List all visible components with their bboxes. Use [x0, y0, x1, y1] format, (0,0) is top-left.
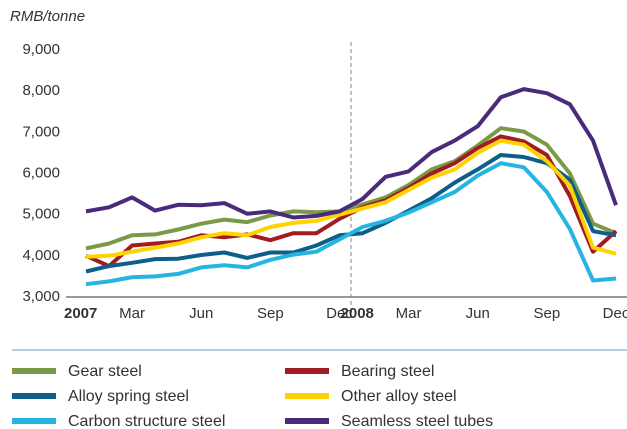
- x-tick-label: Jun: [189, 305, 213, 322]
- x-tick-label: Dec: [603, 305, 627, 322]
- series-line: [85, 161, 617, 287]
- legend-label: Seamless steel tubes: [341, 413, 493, 429]
- legend-label: Other alloy steel: [341, 388, 457, 405]
- x-tick-label: Sep: [257, 305, 284, 322]
- series-line: [85, 87, 618, 220]
- series-line: [85, 138, 617, 259]
- y-tick-label: 4,000: [22, 247, 60, 264]
- y-tick-label: 8,000: [22, 82, 60, 99]
- legend-label: Carbon structure steel: [68, 413, 225, 429]
- series-line: [85, 126, 617, 251]
- y-tick-label: 7,000: [22, 123, 60, 140]
- x-tick-label: Sep: [534, 305, 561, 322]
- y-axis-label: RMB/tonne: [10, 8, 85, 25]
- x-tick-label: Mar: [119, 305, 145, 322]
- x-tick-label: Mar: [396, 305, 422, 322]
- y-tick-label: 9,000: [22, 41, 60, 58]
- legend: Gear steel Bearing steel Alloy spring stee…: [12, 363, 493, 429]
- x-tick-label: 2007: [64, 305, 97, 322]
- legend-label: Bearing steel: [341, 363, 434, 380]
- y-tick-label: 3,000: [22, 288, 60, 305]
- x-tick-label: Dec: [326, 305, 353, 322]
- x-tick-label: 2008: [341, 305, 374, 322]
- legend-label: Alloy spring steel: [68, 388, 189, 405]
- y-tick-label: 6,000: [22, 164, 60, 181]
- x-tick-label: Jun: [466, 305, 490, 322]
- legend-label: Gear steel: [68, 363, 142, 380]
- y-tick-label: 5,000: [22, 206, 60, 223]
